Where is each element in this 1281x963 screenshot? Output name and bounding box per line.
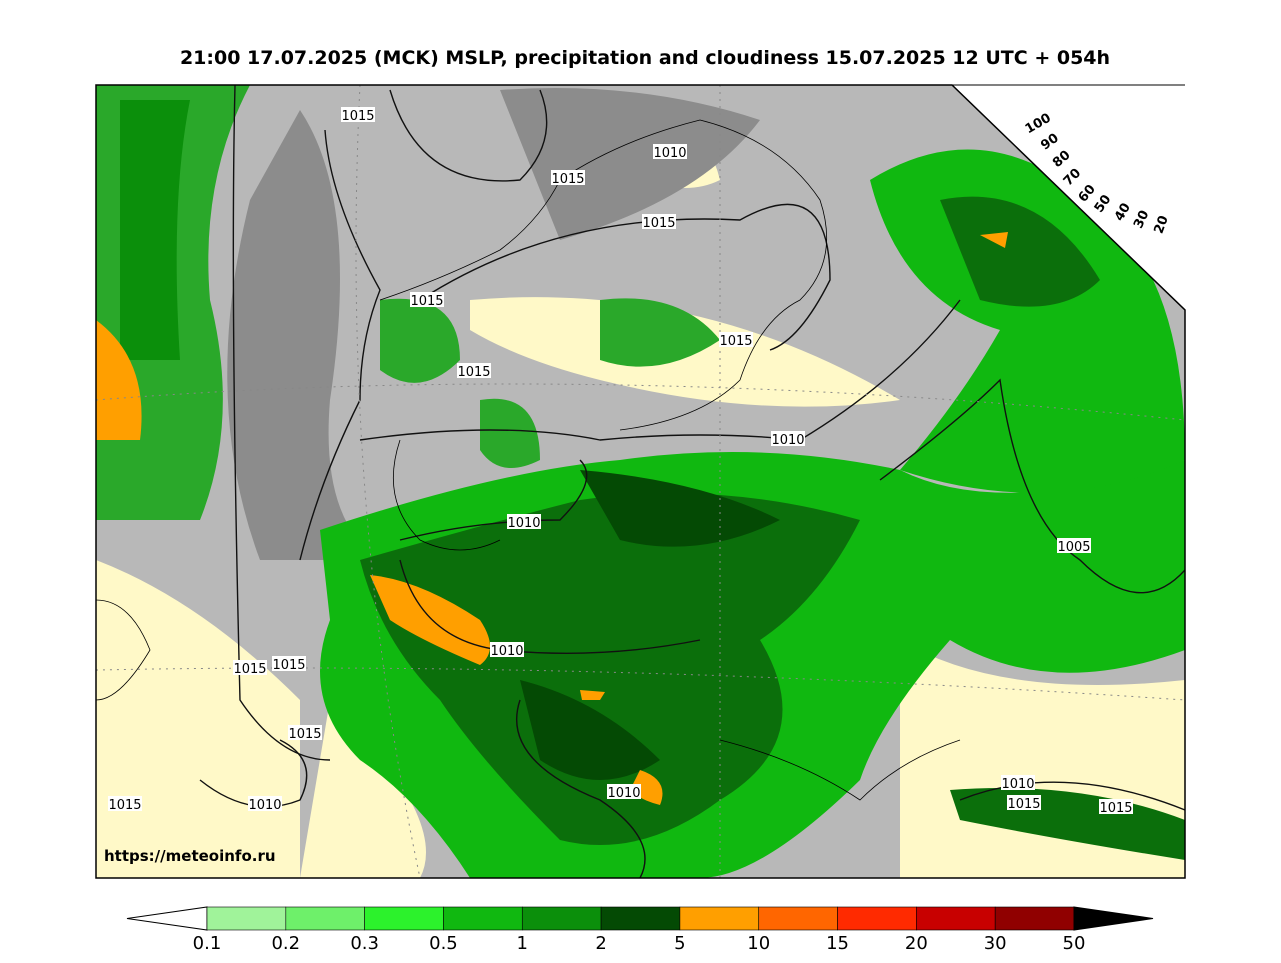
isobar-label: 1005: [1057, 540, 1090, 555]
colorbar-cell: [837, 906, 917, 931]
isobar-label-bg: [653, 144, 687, 159]
isobar-label-bg: [507, 514, 541, 529]
isobar-label-bg: [551, 170, 585, 185]
cloud-wedge: [1195, 134, 1228, 230]
url: https://meteoinfo.ru: [104, 847, 276, 865]
colorbar-cell: [364, 906, 444, 931]
isobar-label-bg: [248, 796, 282, 811]
isobar-label: 1010: [1001, 777, 1034, 792]
isobar-label: 1015: [233, 662, 266, 677]
isobar-label-bg: [1057, 538, 1091, 553]
isobar-label-bg: [233, 660, 267, 675]
isobar-label: 1015: [1099, 801, 1132, 816]
cloud-label: 40: [1112, 201, 1134, 224]
isobar-label-bg: [341, 107, 375, 122]
colorbar-cell: [521, 906, 602, 931]
isobar-label-bg: [771, 431, 805, 446]
isobar-label: 1010: [653, 146, 686, 161]
colorbar-cell: [758, 906, 838, 931]
colorbar-cell: [206, 906, 287, 931]
colorbar-cell: [443, 906, 523, 931]
colorbar-low: [126, 906, 208, 931]
map-frame: [95, 84, 1186, 879]
isobar-label: 1015: [288, 727, 321, 742]
colorbar-cell: [916, 906, 996, 931]
colorbar-cell: [285, 906, 365, 931]
cloud-label: 70: [1061, 166, 1084, 189]
cloud-label: 20: [1152, 214, 1172, 236]
isobar-label-bg: [607, 784, 641, 799]
cloud-wedge: [1228, 122, 1281, 218]
colorbar-label: 0.5: [429, 933, 458, 954]
colorbar-label: 20: [905, 933, 928, 954]
isobar-label: 1015: [341, 109, 374, 124]
isobar-label: 1010: [507, 516, 540, 531]
title: 21:00 17.07.2025 (MCK) MSLP, precipitati…: [180, 47, 1110, 69]
isobar-label: 1015: [551, 172, 584, 187]
isobar-label-bg: [642, 214, 676, 229]
isobar-label: 1010: [490, 644, 523, 659]
colorbar-label: 30: [984, 933, 1007, 954]
colorbar-label: 10: [747, 933, 770, 954]
isobar-label-bg: [272, 656, 306, 671]
isobar-label: 1015: [642, 216, 675, 231]
map: [96, 85, 1281, 878]
colorbar-label: 2: [595, 933, 606, 954]
isobar-label-bg: [1099, 799, 1133, 814]
cloud-label: 90: [1038, 131, 1061, 154]
colorbar-label: 0.1: [193, 933, 222, 954]
isobar-label-bg: [288, 725, 322, 740]
isobar-label: 1015: [410, 294, 443, 309]
cloud-label: 80: [1050, 148, 1074, 171]
colorbar-label: 0.2: [271, 933, 300, 954]
colorbar-label: 1: [517, 933, 528, 954]
colorbar-label: 15: [826, 933, 849, 954]
isobar-label-bg: [108, 796, 142, 811]
isobar-label-bg: [1007, 795, 1041, 810]
isobar-label: 1015: [457, 365, 490, 380]
colorbar-label: 5: [674, 933, 685, 954]
colorbar-cell: [994, 906, 1075, 931]
isobar-label: 1010: [248, 798, 281, 813]
isobar-label: 1015: [1007, 797, 1040, 812]
isobar-label-bg: [410, 292, 444, 307]
isobar-label-bg: [490, 642, 524, 657]
isobar-label: 1015: [272, 658, 305, 673]
isobar-label-bg: [457, 363, 491, 378]
isobar-label-bg: [1001, 775, 1035, 790]
cloud-label: 30: [1131, 208, 1152, 231]
cloud-wedge: [1212, 129, 1261, 227]
isobar-label-bg: [719, 332, 753, 347]
colorbar-high: [1073, 906, 1154, 931]
isobar-label: 1015: [719, 334, 752, 349]
colorbar-cell: [600, 906, 681, 931]
colorbar-label: 50: [1063, 933, 1086, 954]
cloud-wedge: [1162, 133, 1185, 230]
isobar-label: 1010: [771, 433, 804, 448]
isobar-label: 1015: [108, 798, 141, 813]
colorbar-label: 0.3: [350, 933, 379, 954]
cloud-wedge: [1049, 101, 1134, 186]
isobar-label: 1010: [607, 786, 640, 801]
colorbar-cell: [679, 906, 760, 931]
